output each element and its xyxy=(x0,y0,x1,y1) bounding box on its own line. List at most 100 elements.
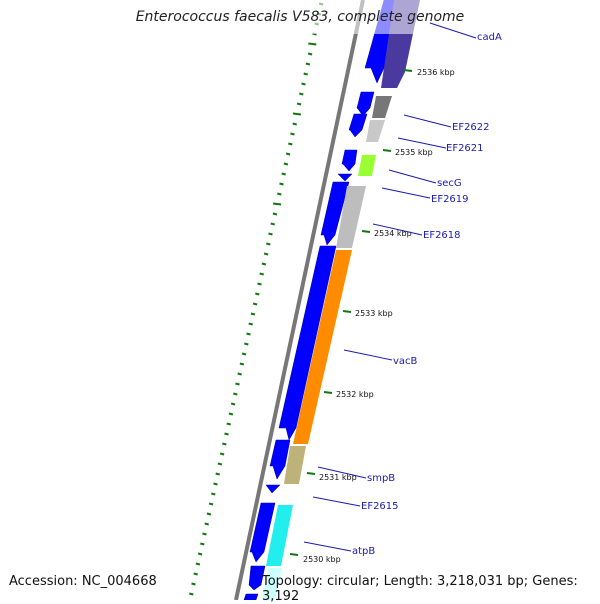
leader-line xyxy=(343,349,393,361)
gene-label-secG[interactable]: secG xyxy=(437,178,462,189)
gc-skew-mark xyxy=(195,562,201,566)
gc-skew-mark xyxy=(268,232,273,236)
gc-skew-mark xyxy=(237,372,242,376)
gene-label-EF2618[interactable]: EF2618 xyxy=(423,230,461,241)
gc-skew-track xyxy=(189,2,324,596)
gc-skew-mark xyxy=(252,302,258,306)
gc-skew-mark xyxy=(263,252,269,256)
gc-skew-mark xyxy=(292,112,302,116)
gc-skew-mark xyxy=(303,72,308,76)
cds-forward xyxy=(337,173,353,182)
cds-forward xyxy=(348,113,368,138)
kbp-tick-label: 2535 kbp xyxy=(395,148,433,157)
gene-labels: cadA EF2622 EF2621 secG EF2619 EF2618 va… xyxy=(352,32,502,557)
gene-label-cadA[interactable]: cadA xyxy=(477,32,502,43)
tick-mark xyxy=(342,310,352,313)
gene-atpB-feature xyxy=(266,505,293,566)
map-title: Enterococcus faecalis V583, complete gen… xyxy=(135,9,465,25)
gc-skew-mark xyxy=(233,392,238,396)
gc-skew-mark xyxy=(241,352,247,356)
gc-skew-mark xyxy=(305,62,311,66)
gc-skew-mark xyxy=(200,542,205,546)
gc-skew-mark xyxy=(224,432,229,436)
gc-skew-mark xyxy=(270,222,275,226)
gc-skew-mark xyxy=(226,422,231,426)
genome-backbone xyxy=(234,0,365,600)
cds-forward xyxy=(265,484,281,494)
kbp-tick-label: 2533 kbp xyxy=(355,309,393,318)
cds-forward xyxy=(243,593,259,600)
gc-skew-mark xyxy=(281,172,286,176)
gc-skew-mark xyxy=(204,522,209,526)
gc-skew-mark xyxy=(272,202,282,206)
gc-skew-mark xyxy=(189,592,194,596)
gc-skew-mark xyxy=(279,182,284,186)
tick-mark xyxy=(382,149,392,152)
gc-skew-mark xyxy=(308,42,317,46)
leader-line xyxy=(388,169,437,184)
leader-line xyxy=(372,223,423,236)
gene-label-EF2615[interactable]: EF2615 xyxy=(361,501,399,512)
gc-skew-mark xyxy=(272,212,278,216)
gene-leader-lines xyxy=(303,22,477,552)
gc-skew-mark xyxy=(202,532,207,536)
gene-secG-feature xyxy=(358,155,376,176)
cds-forward xyxy=(269,439,291,480)
gc-skew-mark xyxy=(257,282,262,286)
gc-skew-mark xyxy=(301,82,306,86)
gc-skew-mark xyxy=(266,242,271,246)
gc-skew-mark xyxy=(222,442,227,446)
gc-skew-mark xyxy=(191,582,196,586)
gc-skew-mark xyxy=(288,142,293,146)
gene-EF2618-feature xyxy=(336,186,366,248)
leader-line xyxy=(397,137,447,149)
gc-skew-mark xyxy=(228,412,234,416)
gc-skew-mark xyxy=(296,102,302,106)
cds-forward xyxy=(356,91,375,117)
gene-smpB-feature xyxy=(284,446,306,484)
gc-skew-mark xyxy=(250,312,256,316)
accession-text: Accession: NC_004668 xyxy=(9,574,157,589)
cds-forward xyxy=(341,149,358,172)
gc-skew-mark xyxy=(290,132,295,136)
gc-skew-mark xyxy=(283,162,289,166)
cds-forward xyxy=(248,565,266,591)
kbp-tick-label: 2530 kbp xyxy=(303,555,341,564)
kbp-tick-label: 2536 kbp xyxy=(417,68,455,77)
tick-mark xyxy=(323,391,333,394)
gc-skew-mark xyxy=(197,552,203,556)
kbp-tick-label: 2532 kbp xyxy=(336,390,374,399)
cds-forward xyxy=(320,181,350,246)
gc-skew-mark xyxy=(255,292,260,296)
gene-label-EF2621[interactable]: EF2621 xyxy=(446,143,484,154)
kbp-tick-label: 2531 kbp xyxy=(319,473,357,482)
gene-EF2622-feature xyxy=(372,96,392,118)
gc-skew-mark xyxy=(239,362,245,366)
gene-label-smpB[interactable]: smpB xyxy=(367,473,395,484)
leader-line xyxy=(312,496,361,507)
gene-label-EF2619[interactable]: EF2619 xyxy=(431,194,469,205)
gc-skew-mark xyxy=(206,512,212,516)
gc-skew-mark xyxy=(244,342,249,346)
gc-skew-mark xyxy=(217,462,223,466)
gene-EF2621-feature xyxy=(366,120,385,142)
gene-label-vacB[interactable]: vacB xyxy=(393,356,418,367)
cds-forward xyxy=(249,502,276,563)
gc-skew-mark xyxy=(211,492,216,496)
tick-mark xyxy=(403,69,413,72)
kbp-tick-label: 2534 kbp xyxy=(374,229,412,238)
title-fade xyxy=(0,0,600,34)
gc-skew-mark xyxy=(285,152,291,156)
tick-mark xyxy=(289,553,299,556)
gene-label-EF2622[interactable]: EF2622 xyxy=(452,122,490,133)
gene-EF2615-feature xyxy=(262,568,282,600)
tick-mark xyxy=(361,230,371,233)
leader-line xyxy=(403,114,452,128)
leader-line xyxy=(429,22,477,39)
gc-skew-mark xyxy=(230,402,236,406)
kbp-tick-labels: 2536 kbp 2535 kbp 2534 kbp 2533 kbp 2532… xyxy=(303,68,455,564)
gene-label-atpB[interactable]: atpB xyxy=(352,546,375,557)
gc-skew-mark xyxy=(307,52,313,56)
gc-skew-mark xyxy=(213,482,218,486)
